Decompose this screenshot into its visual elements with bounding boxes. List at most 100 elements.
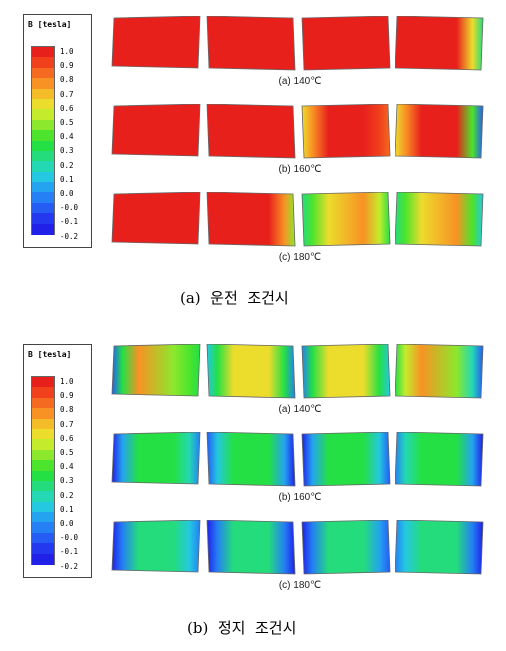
legend-swatch (32, 460, 54, 472)
legend-swatch (32, 512, 54, 524)
field-plot-panel (110, 16, 204, 74)
legend-swatch (32, 501, 54, 513)
field-plot-panel (205, 344, 299, 402)
legend-tick-label: 0.0 (60, 189, 74, 198)
legend-swatch (32, 98, 54, 110)
legend-swatch (32, 543, 54, 555)
legend-swatch (32, 532, 54, 544)
legend-tick-label: 0.3 (60, 476, 74, 486)
field-plot-panel (395, 192, 489, 250)
legend-swatch (32, 109, 54, 121)
legend-tick-label: -0.0 (60, 203, 79, 213)
field-plot-panel (300, 344, 394, 402)
row-temperature-label: (a) 140℃ (278, 404, 322, 415)
field-plot-panel (205, 432, 299, 490)
legend-swatch (32, 470, 54, 482)
legend-swatch (32, 449, 54, 461)
legend-swatch (32, 418, 54, 430)
legend-tick-label: 0.4 (60, 462, 74, 472)
row-temperature-label: (c) 180℃ (278, 252, 322, 263)
field-plot-panel (205, 16, 299, 74)
legend-swatch (32, 140, 54, 152)
field-plot-panel (110, 344, 204, 402)
field-plot-panel (110, 432, 204, 490)
row-temperature-label: (b) 160℃ (278, 164, 322, 175)
legend-tick-label: -0.1 (60, 547, 79, 557)
legend-tick-label: 1.0 (60, 47, 74, 56)
legend-tick-label: 0.5 (60, 118, 74, 127)
legend-tick-label: 1.0 (60, 377, 74, 386)
legend-swatch (32, 78, 54, 90)
legend-swatch (32, 88, 54, 100)
legend-swatch (32, 47, 54, 58)
field-plot-panel (300, 520, 394, 578)
legend-swatch (32, 171, 54, 183)
legend-swatch (32, 67, 54, 79)
field-plot-panel (205, 520, 299, 578)
legend-swatch (32, 182, 54, 194)
legend-swatch (32, 397, 54, 409)
legend-swatch (32, 491, 54, 503)
legend-tick-label: 0.2 (60, 490, 74, 500)
legend-tick-label: -0.0 (60, 533, 79, 543)
legend-swatch (32, 428, 54, 440)
field-plot-panel (395, 520, 489, 578)
legend-tick-label: 0.8 (60, 405, 74, 415)
legend-swatch (32, 439, 54, 451)
legend-tick-label: 0.5 (60, 448, 74, 457)
legend-tick-label: 0.4 (60, 132, 74, 142)
legend-swatch (32, 387, 54, 399)
field-plot-panel (205, 104, 299, 162)
field-plot-panel (300, 192, 394, 250)
field-plot-panel (300, 432, 394, 490)
field-plot-panel (395, 344, 489, 402)
legend-swatch (32, 119, 54, 131)
legend-tick-label: 0.8 (60, 75, 74, 85)
color-legend: B [tesla] 1.0 0.9 0.8 0.7 0.6 0.5 0.4 0.3 0.2 0.1… (23, 344, 92, 578)
field-plot-panel (110, 104, 204, 162)
legend-swatch (32, 161, 54, 173)
field-plot-panel (110, 520, 204, 578)
legend-swatch (32, 553, 54, 565)
legend-swatch (32, 522, 54, 534)
row-temperature-label: (c) 180℃ (278, 580, 322, 591)
section-caption: (b) 정지 조건시 (187, 619, 297, 637)
legend-swatch (32, 213, 54, 225)
legend-tick-label: 0.9 (60, 61, 74, 71)
legend-swatch (32, 202, 54, 214)
legend-swatch (32, 130, 54, 142)
field-plot-panel (395, 432, 489, 490)
legend-title: B [tesla] (28, 20, 72, 29)
row-temperature-label: (a) 140℃ (278, 76, 322, 87)
legend-swatch (32, 57, 54, 69)
legend-tick-label: 0.7 (60, 89, 74, 99)
legend-tick-label: 0.3 (60, 146, 74, 156)
legend-tick-label: 0.1 (60, 174, 74, 184)
field-plot-panel (110, 192, 204, 250)
row-temperature-label: (b) 160℃ (278, 492, 322, 503)
legend-tick-label: 0.9 (60, 391, 74, 401)
field-plot-panel (205, 192, 299, 250)
legend-swatch (32, 223, 54, 235)
legend-tick-label: 0.6 (60, 433, 74, 443)
legend-colorbar (31, 46, 55, 235)
legend-swatch (32, 480, 54, 492)
legend-tick-label: -0.1 (60, 217, 79, 227)
legend-tick-label: 0.0 (60, 519, 74, 528)
legend-title: B [tesla] (28, 350, 72, 359)
section-caption: (a) 운전 조건시 (180, 289, 289, 307)
color-legend: B [tesla] 1.0 0.9 0.8 0.7 0.6 0.5 0.4 0.3 0.2 0.1… (23, 14, 92, 248)
legend-tick-label: -0.2 (60, 561, 79, 571)
legend-colorbar (31, 376, 55, 565)
legend-tick-label: -0.2 (60, 231, 79, 241)
field-plot-panel (395, 16, 489, 74)
legend-swatch (32, 408, 54, 420)
legend-tick-label: 0.1 (60, 504, 74, 514)
field-plot-panel (300, 104, 394, 162)
legend-tick-label: 0.7 (60, 419, 74, 429)
legend-tick-label: 0.6 (60, 103, 74, 113)
legend-swatch (32, 192, 54, 204)
field-plot-panel (300, 16, 394, 74)
field-plot-panel (395, 104, 489, 162)
legend-swatch (32, 150, 54, 162)
